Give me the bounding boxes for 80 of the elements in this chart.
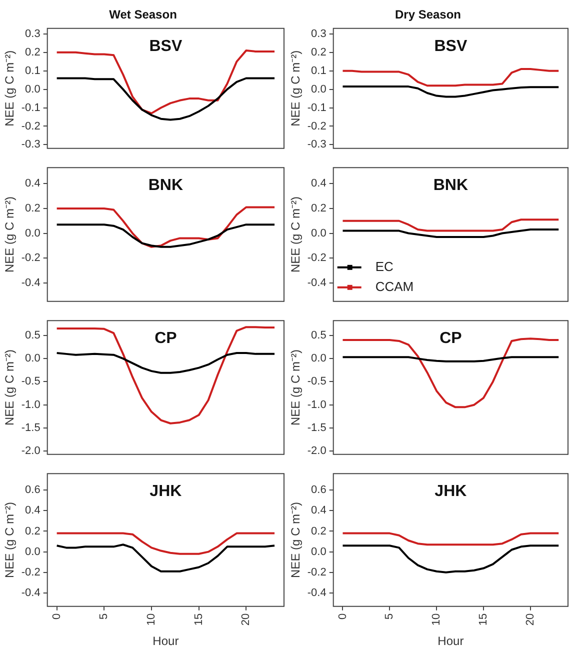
y-tick-label: -0.1: [307, 102, 326, 114]
y-tick-label: -0.4: [307, 276, 326, 289]
legend-label: CCAM: [375, 278, 414, 294]
x-tick-label: 5: [98, 613, 110, 620]
y-tick-label: -0.5: [21, 376, 40, 388]
x-tick-label: 5: [384, 613, 396, 620]
annotation: CP: [154, 330, 178, 348]
y-tick-label: 0.0: [311, 227, 326, 240]
y-tick-label: 0.4: [25, 504, 40, 517]
annotation: BNK: [148, 177, 184, 194]
y-tick-label: 0.4: [311, 504, 326, 517]
y-tick-label: 0.3: [25, 28, 40, 40]
y-tick-label: 0.1: [25, 64, 40, 77]
y-tick-label: 0.0: [311, 352, 326, 365]
y-axis-title: NEE (g C m⁻²): [2, 349, 17, 426]
chart-title: Dry Season: [394, 8, 462, 22]
y-tick-label: 0.6: [25, 484, 40, 496]
y-axis-title: NEE (g C m⁻²): [288, 196, 303, 272]
y-tick-label: -0.5: [307, 376, 326, 388]
annotation: BNK: [433, 177, 468, 194]
y-tick-label: -0.3: [21, 138, 40, 151]
y-tick-label: -0.4: [21, 587, 40, 600]
x-tick-label: 10: [430, 613, 443, 626]
y-tick-label: -0.2: [21, 252, 40, 264]
y-tick-label: 0.6: [311, 484, 326, 496]
y-tick-label: -0.3: [307, 138, 326, 151]
y-axis-title: NEE (g C m⁻²): [288, 349, 303, 426]
y-tick-label: 0.0: [25, 352, 40, 365]
y-tick-label: 0.0: [311, 546, 326, 558]
y-tick-label: -0.2: [307, 566, 326, 578]
y-tick-label: -2.0: [307, 445, 326, 458]
y-tick-label: -1.0: [307, 398, 326, 411]
y-axis-title: NEE (g C m⁻²): [2, 502, 17, 578]
x-tick-label: 15: [478, 613, 490, 626]
y-tick-label: -0.2: [307, 120, 326, 132]
y-tick-label: 0.5: [25, 329, 40, 342]
y-axis-title: NEE (g C m⁻²): [2, 50, 17, 126]
y-tick-label: -0.2: [307, 252, 326, 264]
y-tick-label: 0.5: [311, 329, 326, 342]
y-tick-label: 0.0: [25, 546, 40, 558]
x-tick-label: 20: [240, 613, 252, 626]
y-tick-label: 0.0: [311, 83, 326, 96]
y-tick-label: 0.1: [311, 64, 326, 77]
x-tick-label: 0: [336, 613, 349, 620]
y-tick-label: -0.1: [21, 102, 40, 114]
x-tick-label: 10: [146, 613, 158, 626]
y-tick-label: -1.5: [307, 422, 326, 434]
annotation: BSV: [149, 38, 182, 55]
y-tick-label: -1.0: [21, 398, 40, 411]
x-tick-label: 0: [50, 613, 63, 620]
y-tick-label: -1.5: [21, 422, 40, 434]
y-axis-title: NEE (g C m⁻²): [288, 502, 303, 578]
y-tick-label: 0.0: [25, 83, 40, 96]
x-axis-title: Hour: [438, 634, 464, 648]
y-tick-label: 0.2: [25, 46, 40, 58]
chart-title: Wet Season: [109, 8, 177, 22]
y-tick-label: 0.2: [311, 46, 326, 58]
y-tick-label: 0.2: [25, 202, 40, 215]
y-tick-label: -0.2: [21, 120, 40, 132]
y-tick-label: 0.4: [25, 178, 40, 190]
legend-label: EC: [375, 258, 394, 274]
annotation: CP: [440, 330, 462, 348]
y-tick-label: 0.0: [25, 227, 40, 240]
y-tick-label: -0.4: [21, 276, 40, 289]
y-tick-label: -0.4: [307, 587, 326, 600]
annotation: JHK: [434, 483, 468, 500]
y-tick-label: -2.0: [21, 445, 40, 458]
y-tick-label: 0.2: [311, 202, 326, 215]
y-tick-label: 0.4: [311, 178, 326, 190]
y-tick-label: 0.2: [311, 525, 326, 538]
x-axis-title: Hour: [152, 634, 179, 648]
y-axis-title: NEE (g C m⁻²): [288, 50, 303, 126]
x-tick-label: 20: [524, 613, 536, 626]
y-tick-label: 0.2: [25, 525, 40, 538]
x-tick-label: 15: [192, 613, 205, 626]
y-tick-label: 0.3: [311, 28, 326, 40]
y-axis-title: NEE (g C m⁻²): [2, 196, 17, 272]
y-tick-label: -0.2: [21, 566, 40, 578]
annotation: JHK: [150, 483, 182, 500]
annotation: BSV: [434, 38, 468, 55]
